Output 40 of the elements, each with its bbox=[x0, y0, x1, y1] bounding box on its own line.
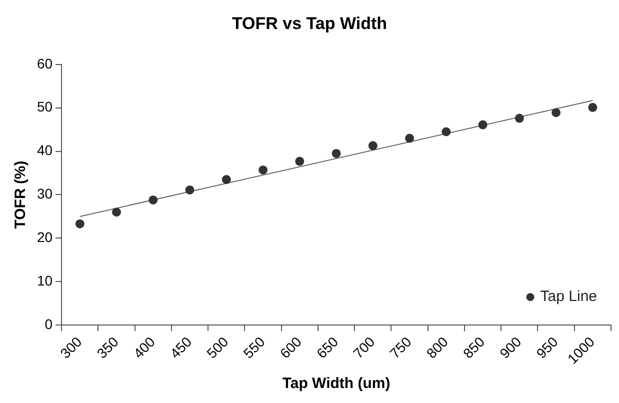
y-tick-label: 30 bbox=[36, 186, 53, 202]
point bbox=[258, 165, 268, 174]
point bbox=[222, 175, 231, 184]
y-tick-label: 60 bbox=[36, 55, 53, 72]
x-tick-label: 550 bbox=[240, 333, 268, 362]
point bbox=[405, 134, 414, 143]
x-tick-label: 800 bbox=[423, 333, 452, 362]
x-tick-label: 900 bbox=[496, 333, 524, 362]
y-tick-label: 0 bbox=[44, 316, 53, 332]
point bbox=[332, 148, 341, 158]
x-tick-label: 450 bbox=[166, 333, 195, 362]
point bbox=[514, 114, 524, 123]
y-tick-label: 10 bbox=[36, 272, 53, 289]
x-tick-label: 700 bbox=[350, 333, 378, 362]
y-axis-title: TOFR (%) bbox=[12, 160, 30, 229]
x-tick-label: 600 bbox=[276, 333, 305, 362]
y-tick-label: 20 bbox=[36, 229, 53, 246]
x-tick-label: 950 bbox=[533, 333, 562, 362]
x-axis-title: Tap Width (um) bbox=[282, 375, 390, 392]
point bbox=[552, 108, 561, 118]
chart-title: TOFR vs Tap Width bbox=[232, 14, 388, 33]
point bbox=[112, 208, 122, 217]
x-tick-label: 300 bbox=[56, 333, 85, 362]
legend-label: Tap Line bbox=[540, 288, 598, 306]
point bbox=[75, 219, 84, 228]
point bbox=[148, 195, 158, 204]
point bbox=[185, 185, 194, 194]
x-tick-label: 350 bbox=[94, 333, 122, 362]
point bbox=[478, 120, 488, 130]
y-tick-label: 40 bbox=[36, 142, 53, 158]
x-tick-label: 650 bbox=[313, 333, 342, 362]
point bbox=[442, 127, 451, 136]
point bbox=[588, 102, 598, 112]
x-tick-label: 750 bbox=[386, 333, 415, 362]
x-tick-label: 400 bbox=[130, 333, 158, 362]
point bbox=[295, 156, 304, 166]
x-tick-label: 500 bbox=[203, 333, 232, 362]
point bbox=[368, 141, 378, 150]
y-tick-label: 50 bbox=[36, 98, 53, 115]
x-tick-label: 850 bbox=[460, 333, 488, 362]
